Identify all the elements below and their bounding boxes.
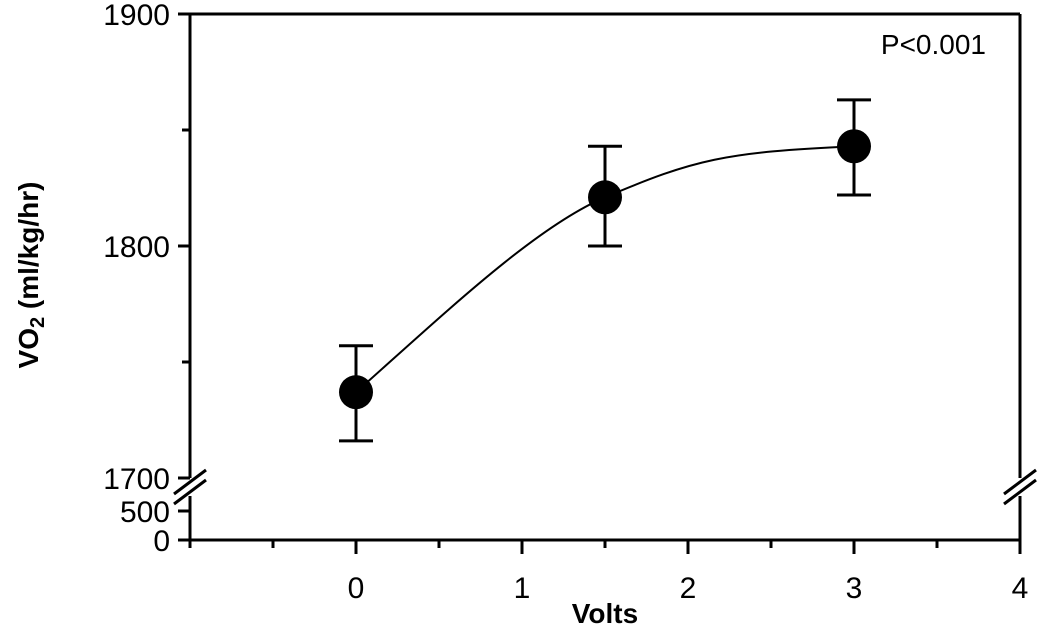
y-axis-title-main: VO xyxy=(13,328,44,368)
x-tick-label: 3 xyxy=(846,572,863,605)
x-tick-label: 0 xyxy=(348,572,365,605)
series-layer xyxy=(339,98,871,443)
x-ticks: 0 1 2 3 4 xyxy=(188,540,1029,605)
x-axis-title: Volts xyxy=(572,598,638,629)
y-tick-label-lower: 500 xyxy=(120,496,170,529)
y-axis-title-rest: (ml/kg/hr) xyxy=(13,182,44,317)
y-tick-label: 1800 xyxy=(103,231,170,264)
y-axis-break-marks xyxy=(173,468,207,506)
x-tick-label: 2 xyxy=(680,572,697,605)
data-point xyxy=(588,180,622,215)
y-tick-label-lower: 0 xyxy=(153,525,170,558)
data-point xyxy=(837,129,871,164)
x-tick-label: 1 xyxy=(514,572,531,605)
y-axis-title-sub: 2 xyxy=(27,317,49,328)
y-tick-label: 1700 xyxy=(103,463,170,496)
y-axis-title: VO2 (ml/kg/hr) xyxy=(13,182,49,369)
y-tick-label: 1900 xyxy=(103,0,170,32)
x-tick-label: 4 xyxy=(1012,572,1029,605)
data-point xyxy=(339,375,373,410)
p-value-annotation: P<0.001 xyxy=(881,29,986,60)
right-axis-break-marks xyxy=(1003,468,1037,506)
